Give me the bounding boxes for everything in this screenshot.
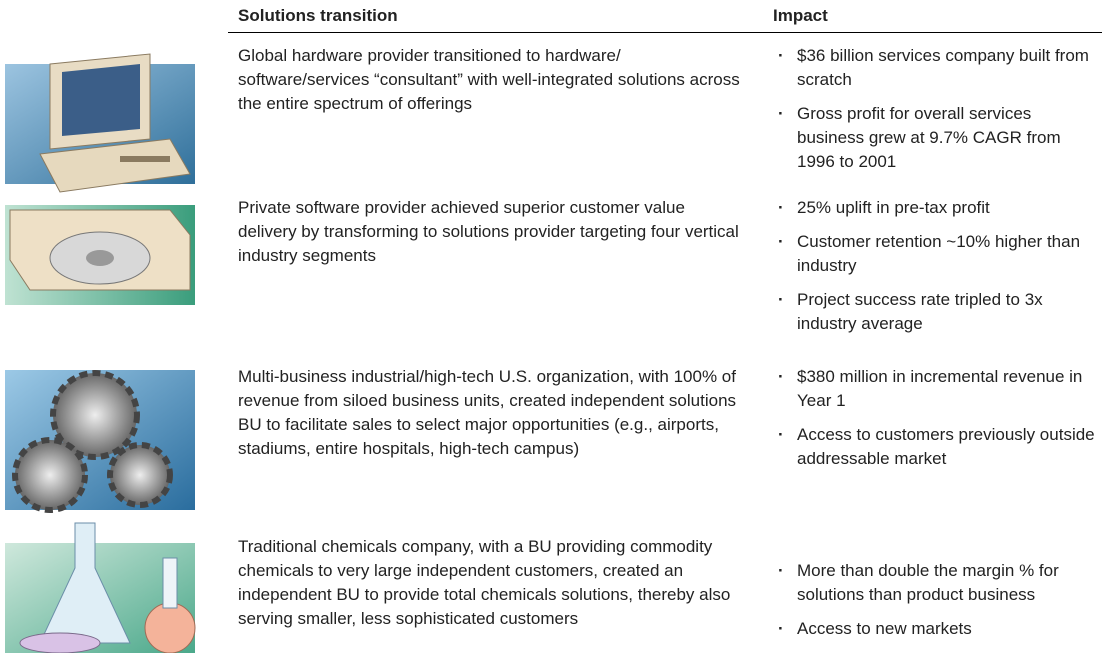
impact-item: Project success rate tripled to 3x indus… — [778, 288, 1102, 336]
disk-drive-icon — [5, 205, 195, 305]
impact-item: $380 million in incremental revenue in Y… — [778, 365, 1102, 413]
impact-item: Access to new markets — [778, 617, 1102, 641]
impact-list: 25% uplift in pre-tax profit Customer ret… — [778, 196, 1102, 346]
column-header: Solutions transition — [238, 6, 398, 25]
column-header: Impact — [773, 6, 828, 25]
lab-flasks-icon — [5, 522, 196, 653]
impact-list: $380 million in incremental revenue in Y… — [778, 365, 1102, 481]
row-description: Private software provider achieved super… — [238, 198, 739, 265]
header-rule — [228, 32, 1102, 33]
impact-item: More than double the margin % for soluti… — [778, 559, 1102, 607]
gears-icon — [5, 370, 195, 513]
impact-item: Access to customers previously outside a… — [778, 423, 1102, 471]
impact-item: 25% uplift in pre-tax profit — [778, 196, 1102, 220]
impact-list: $36 billion services company built from … — [778, 44, 1102, 184]
computer-icon — [5, 53, 195, 193]
row-description: Traditional chemicals company, with a BU… — [238, 537, 731, 628]
impact-item: Customer retention ~10% higher than indu… — [778, 230, 1102, 278]
impact-list: More than double the margin % for soluti… — [778, 559, 1102, 651]
row-description: Global hardware provider transitioned to… — [238, 46, 740, 113]
impact-item: $36 billion services company built from … — [778, 44, 1102, 92]
impact-item: Gross profit for overall services busine… — [778, 102, 1102, 174]
row-description: Multi-business industrial/high-tech U.S.… — [238, 367, 737, 458]
